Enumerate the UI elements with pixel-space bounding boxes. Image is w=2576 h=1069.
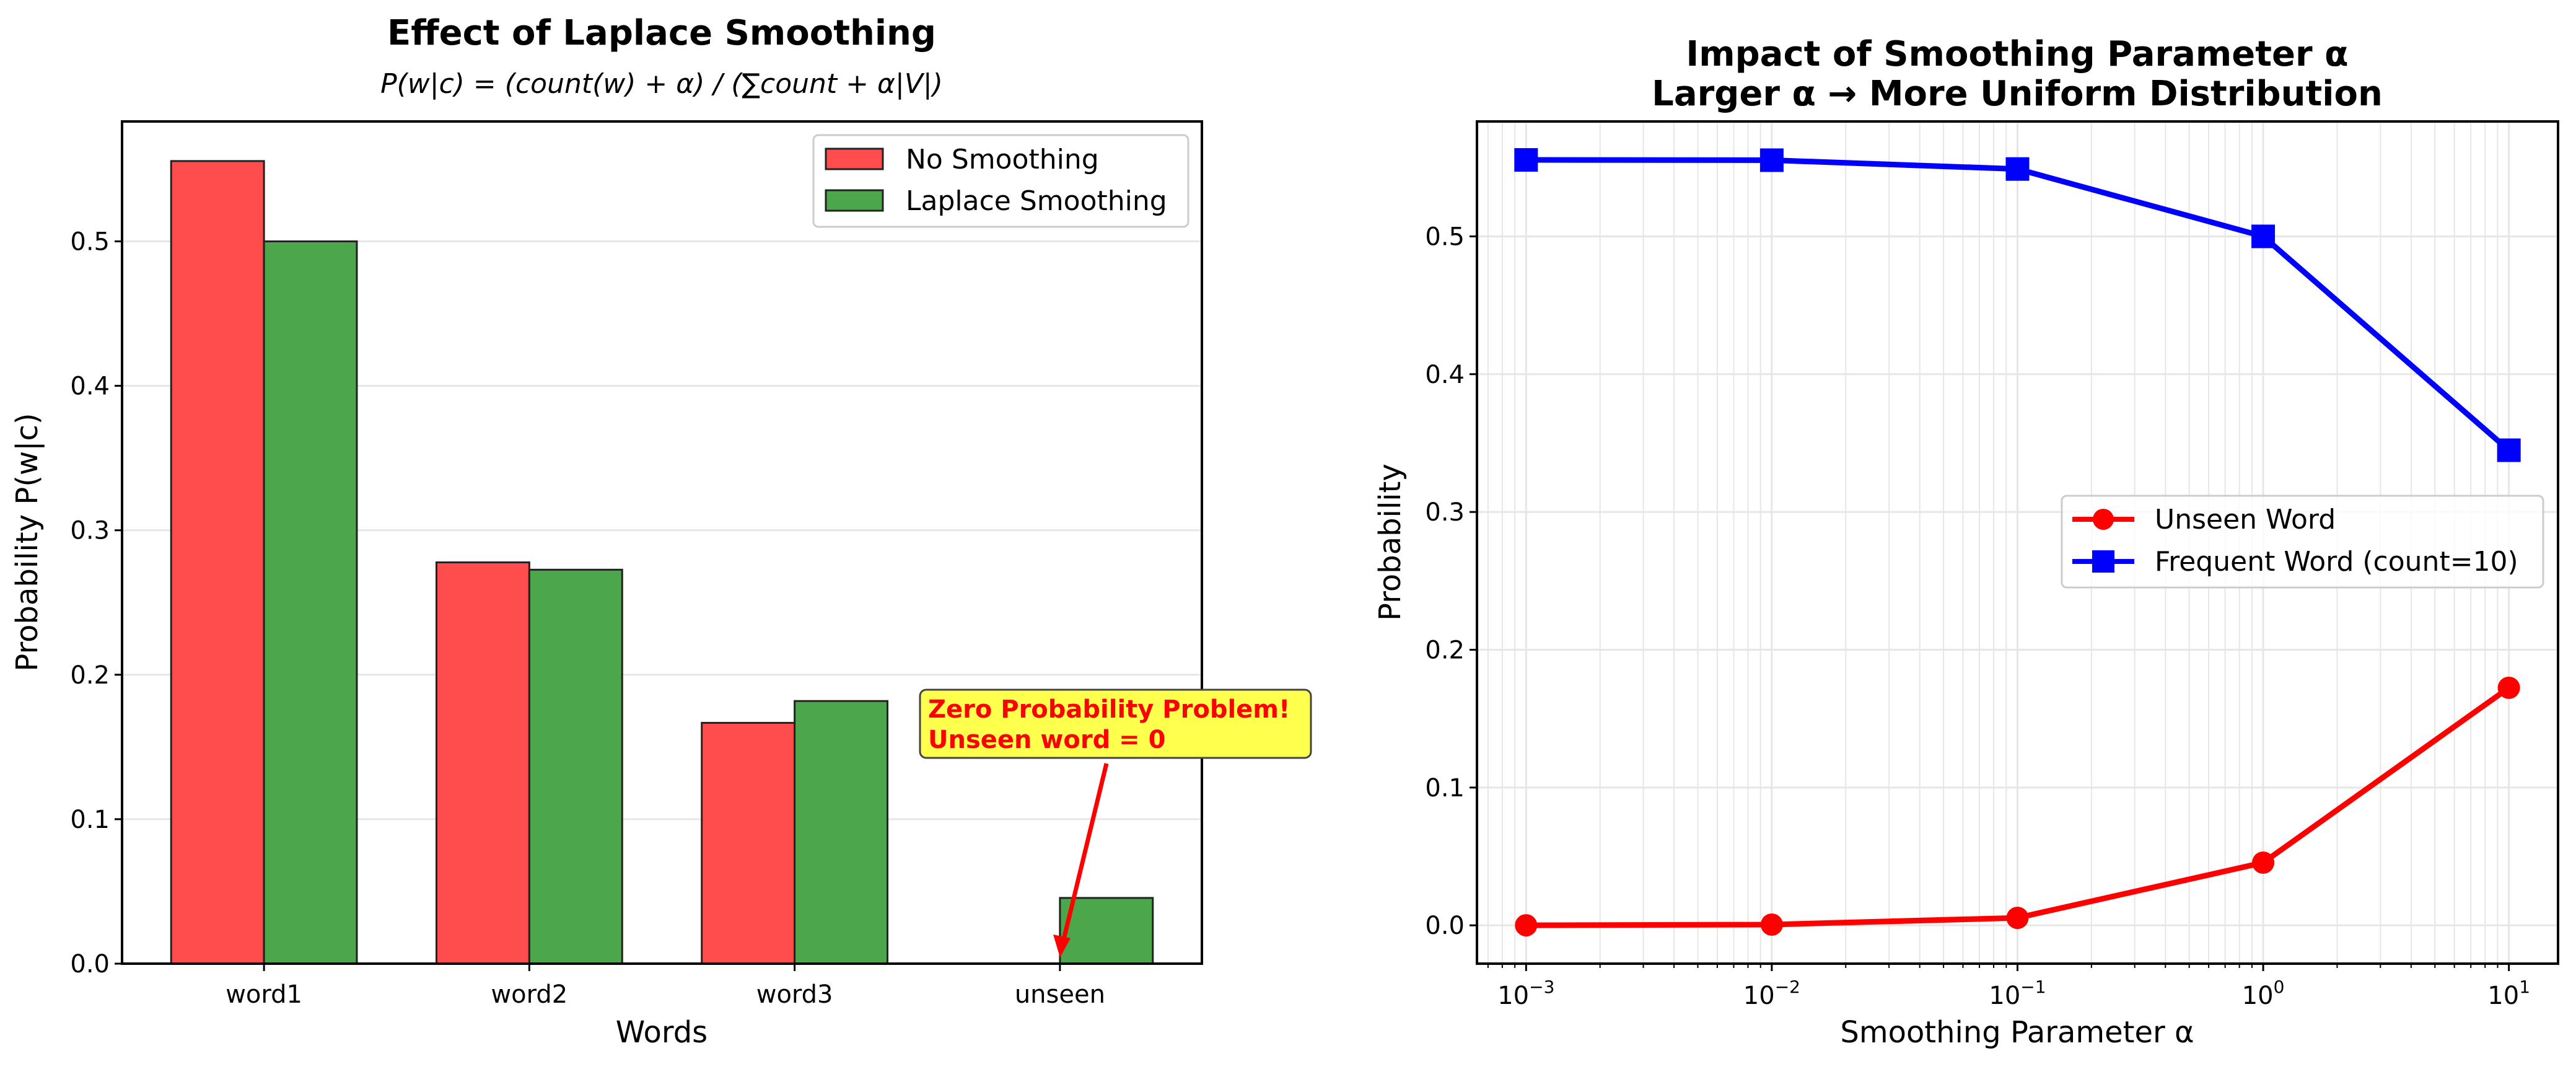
point-frequent [1759,148,1784,172]
y-tick-label: 0.0 [1425,912,1465,940]
x-tick-label-word3: word3 [756,980,833,1009]
left-chart: Effect of Laplace Smoothing P(w|c) = (co… [10,13,1312,1050]
point-frequent [2005,157,2030,181]
annotation-line-2: Unseen word = 0 [928,726,1165,754]
bar-word3-no-smoothing [701,721,796,965]
x-tick-label: 101 [2487,977,2530,1010]
left-x-axis-label: Words [616,1015,708,1050]
y-tick-label: 0.5 [70,227,110,256]
legend-label-unseen: Unseen Word [2155,504,2336,535]
legend-marker-unseen [2093,509,2114,530]
legend-marker-frequent [2092,550,2114,573]
bar-word2-laplace [528,568,623,965]
right-chart-title: Impact of Smoothing Parameter α [1686,34,2348,74]
bar-word1-laplace [263,240,358,965]
point-unseen [1760,913,1783,936]
point-frequent [2251,224,2276,249]
y-tick-label: 0.4 [1425,361,1465,389]
left-legend: No Smoothing Laplace Smoothing [812,134,1189,228]
legend-swatch-no-smoothing [825,147,884,170]
y-tick-label: 0.0 [70,950,110,979]
point-frequent [1514,148,1538,172]
x-tick-label: 100 [2242,977,2285,1010]
point-unseen [2006,907,2029,930]
legend-label-laplace: Laplace Smoothing [906,185,1167,217]
annotation-arrow [1059,763,1109,948]
left-axes-frame [121,120,1203,965]
annotation-box [919,688,1312,759]
left-y-axis-label: Probability P(w|c) [10,413,45,671]
x-tick-label: 10−3 [1497,977,1554,1010]
legend-label-frequent: Frequent Word (count=10) [2155,546,2518,578]
point-frequent [2497,438,2521,462]
annotation-line-1: Zero Probability Problem! [928,695,1290,724]
right-chart: Impact of Smoothing Parameter α Larger α… [1373,34,2559,1050]
left-chart-formula: P(w|c) = (count(w) + α) / (∑count + α|V|… [380,68,943,100]
right-y-axis-label: Probability [1373,464,1408,621]
right-chart-subtitle: Larger α → More Uniform Distribution [1652,74,2383,114]
right-legend: Unseen Word Frequent Word (count=10) [2061,495,2544,589]
left-chart-title: Effect of Laplace Smoothing [387,13,936,53]
bar-word3-laplace [794,700,889,965]
bar-word1-no-smoothing [170,160,265,965]
annotation-arrowhead [1053,935,1071,957]
y-tick-label: 0.3 [1425,498,1465,527]
right-x-axis-label: Smoothing Parameter α [1840,1015,2194,1050]
y-tick-label: 0.4 [70,372,110,401]
x-tick-label-word1: word1 [226,980,302,1009]
y-tick-label: 0.1 [1425,774,1465,803]
point-unseen [2252,851,2275,874]
y-tick-label: 0.3 [70,517,110,545]
y-tick-label: 0.5 [1425,222,1465,251]
y-tick-label: 0.2 [1425,636,1465,664]
bar-unseen-laplace [1059,897,1154,965]
x-tick-label: 10−2 [1743,977,1800,1010]
x-tick-label: 10−1 [1989,977,2046,1010]
x-tick-label-unseen: unseen [1015,980,1105,1009]
point-unseen [2497,676,2520,699]
y-tick-label: 0.2 [70,661,110,690]
y-tick-label: 0.1 [70,806,110,834]
legend-label-no-smoothing: No Smoothing [906,144,1099,175]
legend-swatch-laplace [825,189,884,212]
point-unseen [1515,914,1538,937]
zero-probability-annotation: Zero Probability Problem! Unseen word = … [919,688,1312,957]
bar-word2-no-smoothing [435,561,530,965]
x-tick-label-word2: word2 [491,980,567,1009]
